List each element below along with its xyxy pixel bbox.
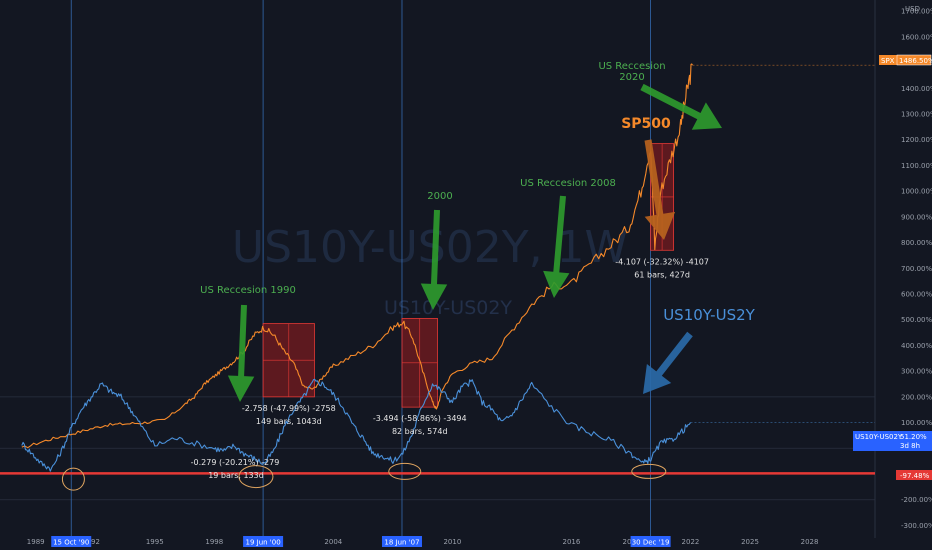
recession-box-label-2: 149 bars, 1043d [256, 417, 322, 426]
price-badges: SPX 1486.50% US10Y-US02Y 51.20% 3d 8h -9… [853, 54, 932, 480]
y-tick-label: 1400.00% [901, 85, 932, 93]
trough-circles [61, 462, 667, 491]
y-tick-label: 800.00% [901, 239, 932, 247]
y-tick-label: 300.00% [901, 368, 932, 376]
y-tick-label: 1600.00% [901, 33, 932, 41]
spx-badge-left [879, 55, 897, 65]
annotation-arrow [227, 304, 255, 402]
annotation-recession-1990: US Reccesion 1990 [200, 285, 296, 296]
annotation-arrow [644, 139, 676, 240]
x-tick-label: 1998 [205, 538, 223, 546]
y-tick-label: 1100.00% [901, 162, 932, 170]
x-tick-label: 1995 [146, 538, 164, 546]
y-tick-label: 900.00% [901, 213, 932, 221]
watermark-subtitle: US10Y-US02Y [384, 297, 512, 319]
annotation-arrow [640, 83, 722, 130]
measure-small-line2: 19 bars, 133d [208, 471, 264, 480]
spread-badge-value: 51.20% [900, 433, 927, 441]
series-line-spx [21, 63, 693, 449]
date-marker-label: 30 Dec '19 [632, 539, 670, 547]
y-tick-label: 1300.00% [901, 111, 932, 119]
annotation-recession-2008: US Reccesion 2008 [520, 178, 616, 189]
annotation-sp500: SP500 [621, 116, 671, 132]
x-tick-label: 2025 [741, 538, 759, 546]
spx-badge-value: 1486.50% [899, 57, 932, 65]
spread-badge-symbol: US10Y-US02Y [855, 433, 903, 441]
x-tick-label: 1989 [27, 538, 45, 546]
annotation-arrows [227, 83, 722, 402]
recession-box-label-1: -4.107 (-32.32%) -4107 [615, 257, 709, 266]
recession-box-label-1: -3.494 (-58.86%) -3494 [373, 414, 467, 423]
date-marker-badge [630, 536, 671, 547]
date-marker-lines [70, 0, 651, 536]
annotation-arrow [543, 195, 570, 298]
y-tick-label: 700.00% [901, 265, 932, 273]
y-tick-label: 100.00% [901, 419, 932, 427]
recession-box-label-2: 61 bars, 427d [634, 270, 690, 279]
spx-badge-symbol: SPX [881, 57, 895, 65]
y-tick-label: 600.00% [901, 291, 932, 299]
trough-oval [631, 463, 667, 479]
date-marker-badge [381, 536, 422, 547]
recession-box-label-1: -2.758 (-47.99%) -2758 [242, 404, 336, 413]
date-marker-badge [51, 536, 92, 547]
y-tick-label: 1700.00% [901, 8, 932, 16]
date-marker-label: 19 Jun '00 [246, 539, 281, 547]
y-tick-label: 400.00% [901, 342, 932, 350]
zero-line-badge-box [896, 470, 932, 480]
y-tick-label: 200.00% [901, 393, 932, 401]
annotation-2000: 2000 [427, 191, 452, 202]
x-tick-label-partial: 992 [87, 538, 100, 546]
y-tick-label: -200.00% [901, 496, 932, 504]
annotation-arrow [420, 209, 448, 310]
series-lines [21, 63, 875, 472]
x-tick-label-partial: 20 [623, 538, 632, 546]
annotation-labels: US Reccesion 1990 2000 US Reccesion 2008… [191, 61, 756, 480]
x-tick-label: 2028 [801, 538, 819, 546]
spread-badge-time: 3d 8h [900, 442, 920, 450]
date-marker-label: 15 Oct '90 [53, 539, 89, 547]
x-tick-label: 2016 [563, 538, 581, 546]
x-axis: 1989 1995 1998 2004 2010 2016 2022 2025 2028 992 2… [27, 536, 819, 547]
trough-oval [388, 462, 422, 480]
watermark-title: US10Y-US02Y, 1W [232, 222, 628, 273]
zero-line-badge-value: -97.48% [900, 472, 930, 480]
y-tick-label: 1000.00% [901, 188, 932, 196]
annotation-arrow [643, 331, 693, 394]
y-tick-label: 500.00% [901, 316, 932, 324]
recession-box-label-2: 82 bars, 574d [392, 427, 448, 436]
series-line-us10y-us02y [21, 378, 691, 472]
date-marker-label: 18 Jun '07 [384, 539, 419, 547]
y-tick-label: -300.00% [901, 522, 932, 530]
y-tick-label: 1200.00% [901, 136, 932, 144]
currency-label: USD [905, 5, 920, 13]
annotation-spread: US10Y-US2Y [663, 306, 755, 324]
y-axis: USD -300.00%-200.00%-100.00%0.00%100.00%… [901, 5, 932, 530]
annotation-2020: 2020 [619, 72, 644, 83]
annotation-recession-2020: US Reccesion [598, 61, 665, 72]
trough-oval [238, 465, 274, 489]
spread-badge-box [853, 431, 932, 451]
measure-small-line1: -0.279 (-20.21%) -279 [191, 458, 280, 467]
x-tick-label: 2010 [443, 538, 461, 546]
trough-oval [61, 467, 85, 491]
x-tick-label: 2022 [682, 538, 700, 546]
x-tick-label: 2004 [324, 538, 342, 546]
date-marker-badge [243, 536, 284, 547]
spx-badge-right [896, 54, 932, 66]
